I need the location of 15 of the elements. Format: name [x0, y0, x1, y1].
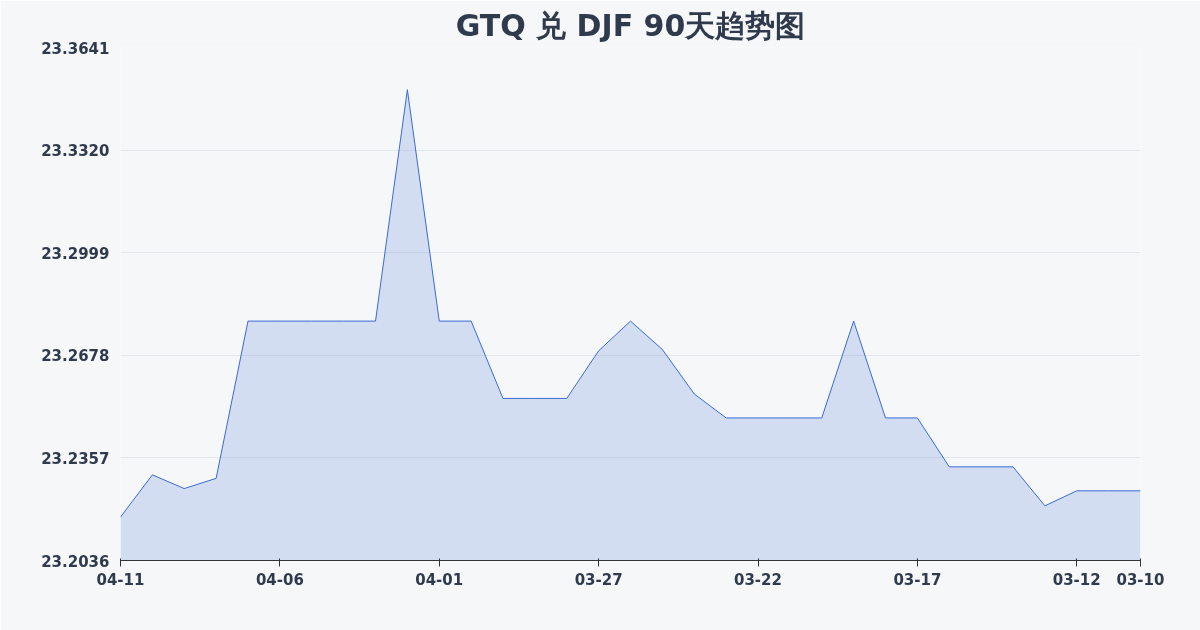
- x-tick-label: 04-06: [255, 570, 304, 589]
- x-tick-label: 04-11: [96, 570, 145, 589]
- x-tick-label: 03-17: [893, 570, 942, 589]
- chart-title: GTQ 兑 DJF 90天趋势图: [455, 7, 806, 43]
- y-tick-label: 23.3320: [41, 142, 110, 161]
- y-tick-label: 23.2678: [41, 347, 110, 366]
- x-tick-label: 03-12: [1052, 570, 1101, 589]
- y-tick-label: 23.2357: [41, 449, 110, 468]
- x-tick-label: 04-01: [415, 570, 464, 589]
- y-tick-label: 23.2999: [41, 244, 110, 263]
- x-tick-label: 03-22: [734, 570, 782, 589]
- y-tick-label: 23.2036: [41, 552, 110, 571]
- x-tick-label: 03-10: [1116, 570, 1165, 589]
- x-tick-label: 03-27: [574, 570, 623, 589]
- y-tick-label: 23.3641: [41, 39, 110, 58]
